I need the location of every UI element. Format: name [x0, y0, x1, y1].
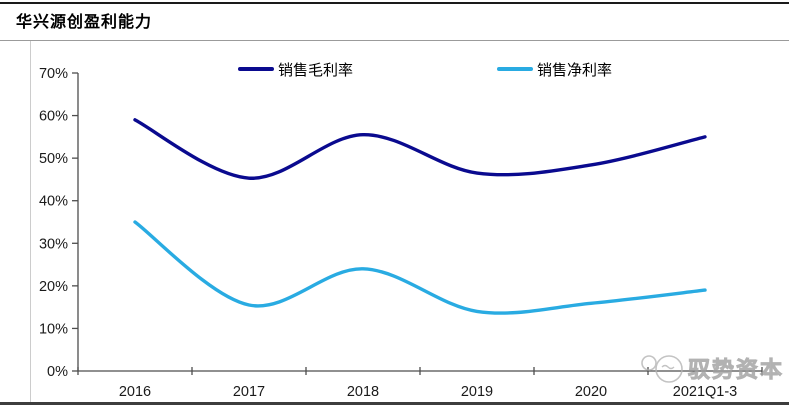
x-tick-label: 2018 — [347, 384, 379, 400]
y-tick-label: 10% — [39, 321, 68, 337]
legend-item: 销售净利率 — [497, 60, 613, 79]
page-title: 华兴源创盈利能力 — [16, 14, 153, 31]
y-tick-label: 0% — [47, 364, 68, 380]
series-line-1 — [133, 220, 707, 315]
x-tick-label: 2016 — [119, 384, 151, 400]
y-tick-label: 50% — [39, 151, 68, 167]
title-rule — [0, 40, 789, 41]
x-tick-label: 2019 — [461, 384, 493, 400]
x-tick-label: 2020 — [575, 384, 607, 400]
legend-label: 销售净利率 — [537, 62, 613, 79]
x-tick-label: 2021Q1-3 — [673, 384, 738, 400]
legend-item: 销售毛利率 — [238, 60, 354, 79]
y-tick-label: 40% — [39, 194, 68, 210]
legend-swatch-icon — [497, 67, 533, 71]
y-tick-label: 20% — [39, 279, 68, 295]
series-line-0 — [133, 118, 707, 180]
left-rule — [30, 41, 31, 402]
y-tick-label: 30% — [39, 236, 68, 252]
bottom-rule — [0, 402, 789, 405]
legend-label: 销售毛利率 — [278, 62, 354, 79]
line-chart: 0% 10% 20% 30% 40% 50% 60% 70% 2016 2017 2018 2019 2… — [0, 40, 789, 402]
y-tick-label: 70% — [39, 66, 68, 82]
y-tick-label: 60% — [39, 109, 68, 125]
legend-swatch-icon — [238, 67, 274, 71]
top-rule — [0, 2, 789, 4]
chart-canvas: 0% 10% 20% 30% 40% 50% 60% 70% 2016 2017 2018 2019 2… — [39, 66, 763, 400]
x-tick-label: 2017 — [233, 384, 265, 400]
